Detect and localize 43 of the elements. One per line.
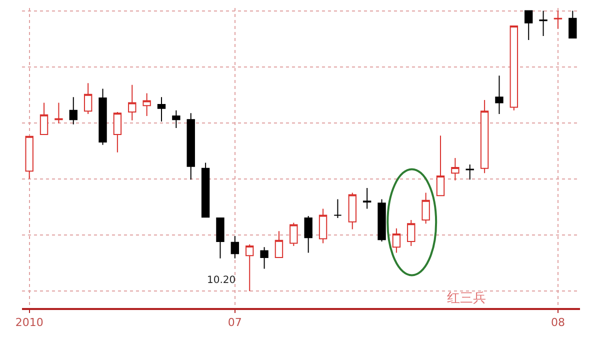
x-tick-label: 2010 [15, 316, 44, 329]
candlestick [451, 158, 460, 181]
candlestick [40, 102, 48, 135]
candlestick [84, 82, 92, 114]
candlestick [260, 246, 268, 270]
candlestick [334, 198, 342, 218]
candlestick [69, 96, 78, 125]
candlestick [539, 10, 548, 37]
candlestick [510, 25, 518, 111]
annotation: 红三兵 [447, 291, 486, 306]
candlestick [304, 216, 312, 254]
candlestick [480, 99, 489, 174]
candlestick [495, 75, 504, 114]
candlestick [186, 112, 195, 180]
candlestick [524, 10, 533, 40]
candlestick [98, 88, 107, 146]
candlestick [142, 92, 151, 116]
candlestick [274, 230, 284, 258]
candlestick [436, 135, 445, 196]
candlestick [25, 136, 34, 180]
x-tick-label: 07 [228, 316, 242, 329]
candlestick [348, 192, 356, 230]
candlestick [318, 208, 328, 244]
candlestick [392, 228, 401, 254]
candlestick [216, 218, 224, 259]
candlestick [362, 188, 372, 210]
candlestick [128, 84, 136, 121]
candlestick [568, 10, 577, 38]
candlestick [407, 219, 416, 247]
candlestick [230, 235, 240, 259]
candlestick [378, 198, 386, 242]
annotation: 10.20 [207, 275, 236, 286]
candlestick [422, 192, 430, 224]
candlestick [54, 102, 63, 124]
candlestick [201, 162, 210, 218]
candlestick [113, 112, 122, 153]
x-tick-label: 08 [550, 316, 565, 329]
candlestick [172, 110, 180, 128]
candlestick [157, 96, 166, 122]
candlestick [290, 222, 298, 247]
candlestick [246, 244, 254, 292]
candlestick [466, 164, 474, 180]
candlestick [554, 10, 562, 30]
